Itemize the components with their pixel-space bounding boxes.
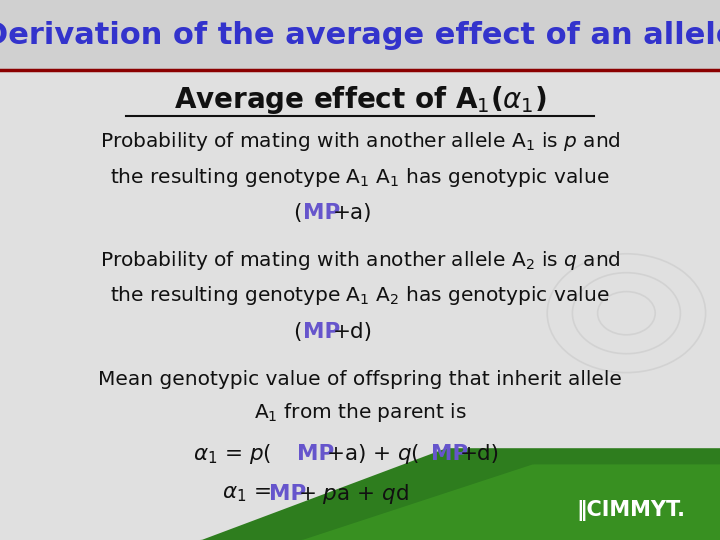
Text: $\alpha_1$ =: $\alpha_1$ = — [222, 483, 273, 504]
Text: Average effect of A$_1$($\alpha_1$): Average effect of A$_1$($\alpha_1$) — [174, 84, 546, 116]
Text: (: ( — [293, 202, 302, 223]
Text: MP: MP — [303, 202, 341, 223]
Text: +a): +a) — [333, 202, 372, 223]
Text: the resulting genotype A$_1$ A$_2$ has genotypic value: the resulting genotype A$_1$ A$_2$ has g… — [110, 285, 610, 307]
Text: Probability of mating with another allele A$_1$ is $p$ and: Probability of mating with another allel… — [99, 130, 621, 153]
Text: $\alpha_1$ = $p$(: $\alpha_1$ = $p$( — [193, 442, 271, 466]
FancyBboxPatch shape — [0, 0, 720, 70]
Text: (: ( — [293, 321, 302, 342]
Text: Mean genotypic value of offspring that inherit allele: Mean genotypic value of offspring that i… — [98, 369, 622, 389]
Text: MP: MP — [303, 321, 341, 342]
Text: the resulting genotype A$_1$ A$_1$ has genotypic value: the resulting genotype A$_1$ A$_1$ has g… — [110, 166, 610, 188]
Polygon shape — [0, 464, 720, 540]
Text: +d): +d) — [459, 444, 500, 464]
Text: +a) + $q$(: +a) + $q$( — [326, 442, 420, 466]
Text: MP: MP — [297, 444, 335, 464]
Text: ‖CIMMYT.: ‖CIMMYT. — [576, 500, 685, 521]
Text: MP: MP — [269, 483, 307, 504]
Text: A$_1$ from the parent is: A$_1$ from the parent is — [253, 401, 467, 424]
Text: + $p$a + $q$d: + $p$a + $q$d — [298, 482, 409, 505]
Text: Derivation of the average effect of an allele: Derivation of the average effect of an a… — [0, 21, 720, 50]
Polygon shape — [0, 448, 720, 540]
Text: Probability of mating with another allele A$_2$ is $q$ and: Probability of mating with another allel… — [99, 249, 621, 272]
Text: +d): +d) — [333, 321, 373, 342]
Text: MP: MP — [431, 444, 468, 464]
